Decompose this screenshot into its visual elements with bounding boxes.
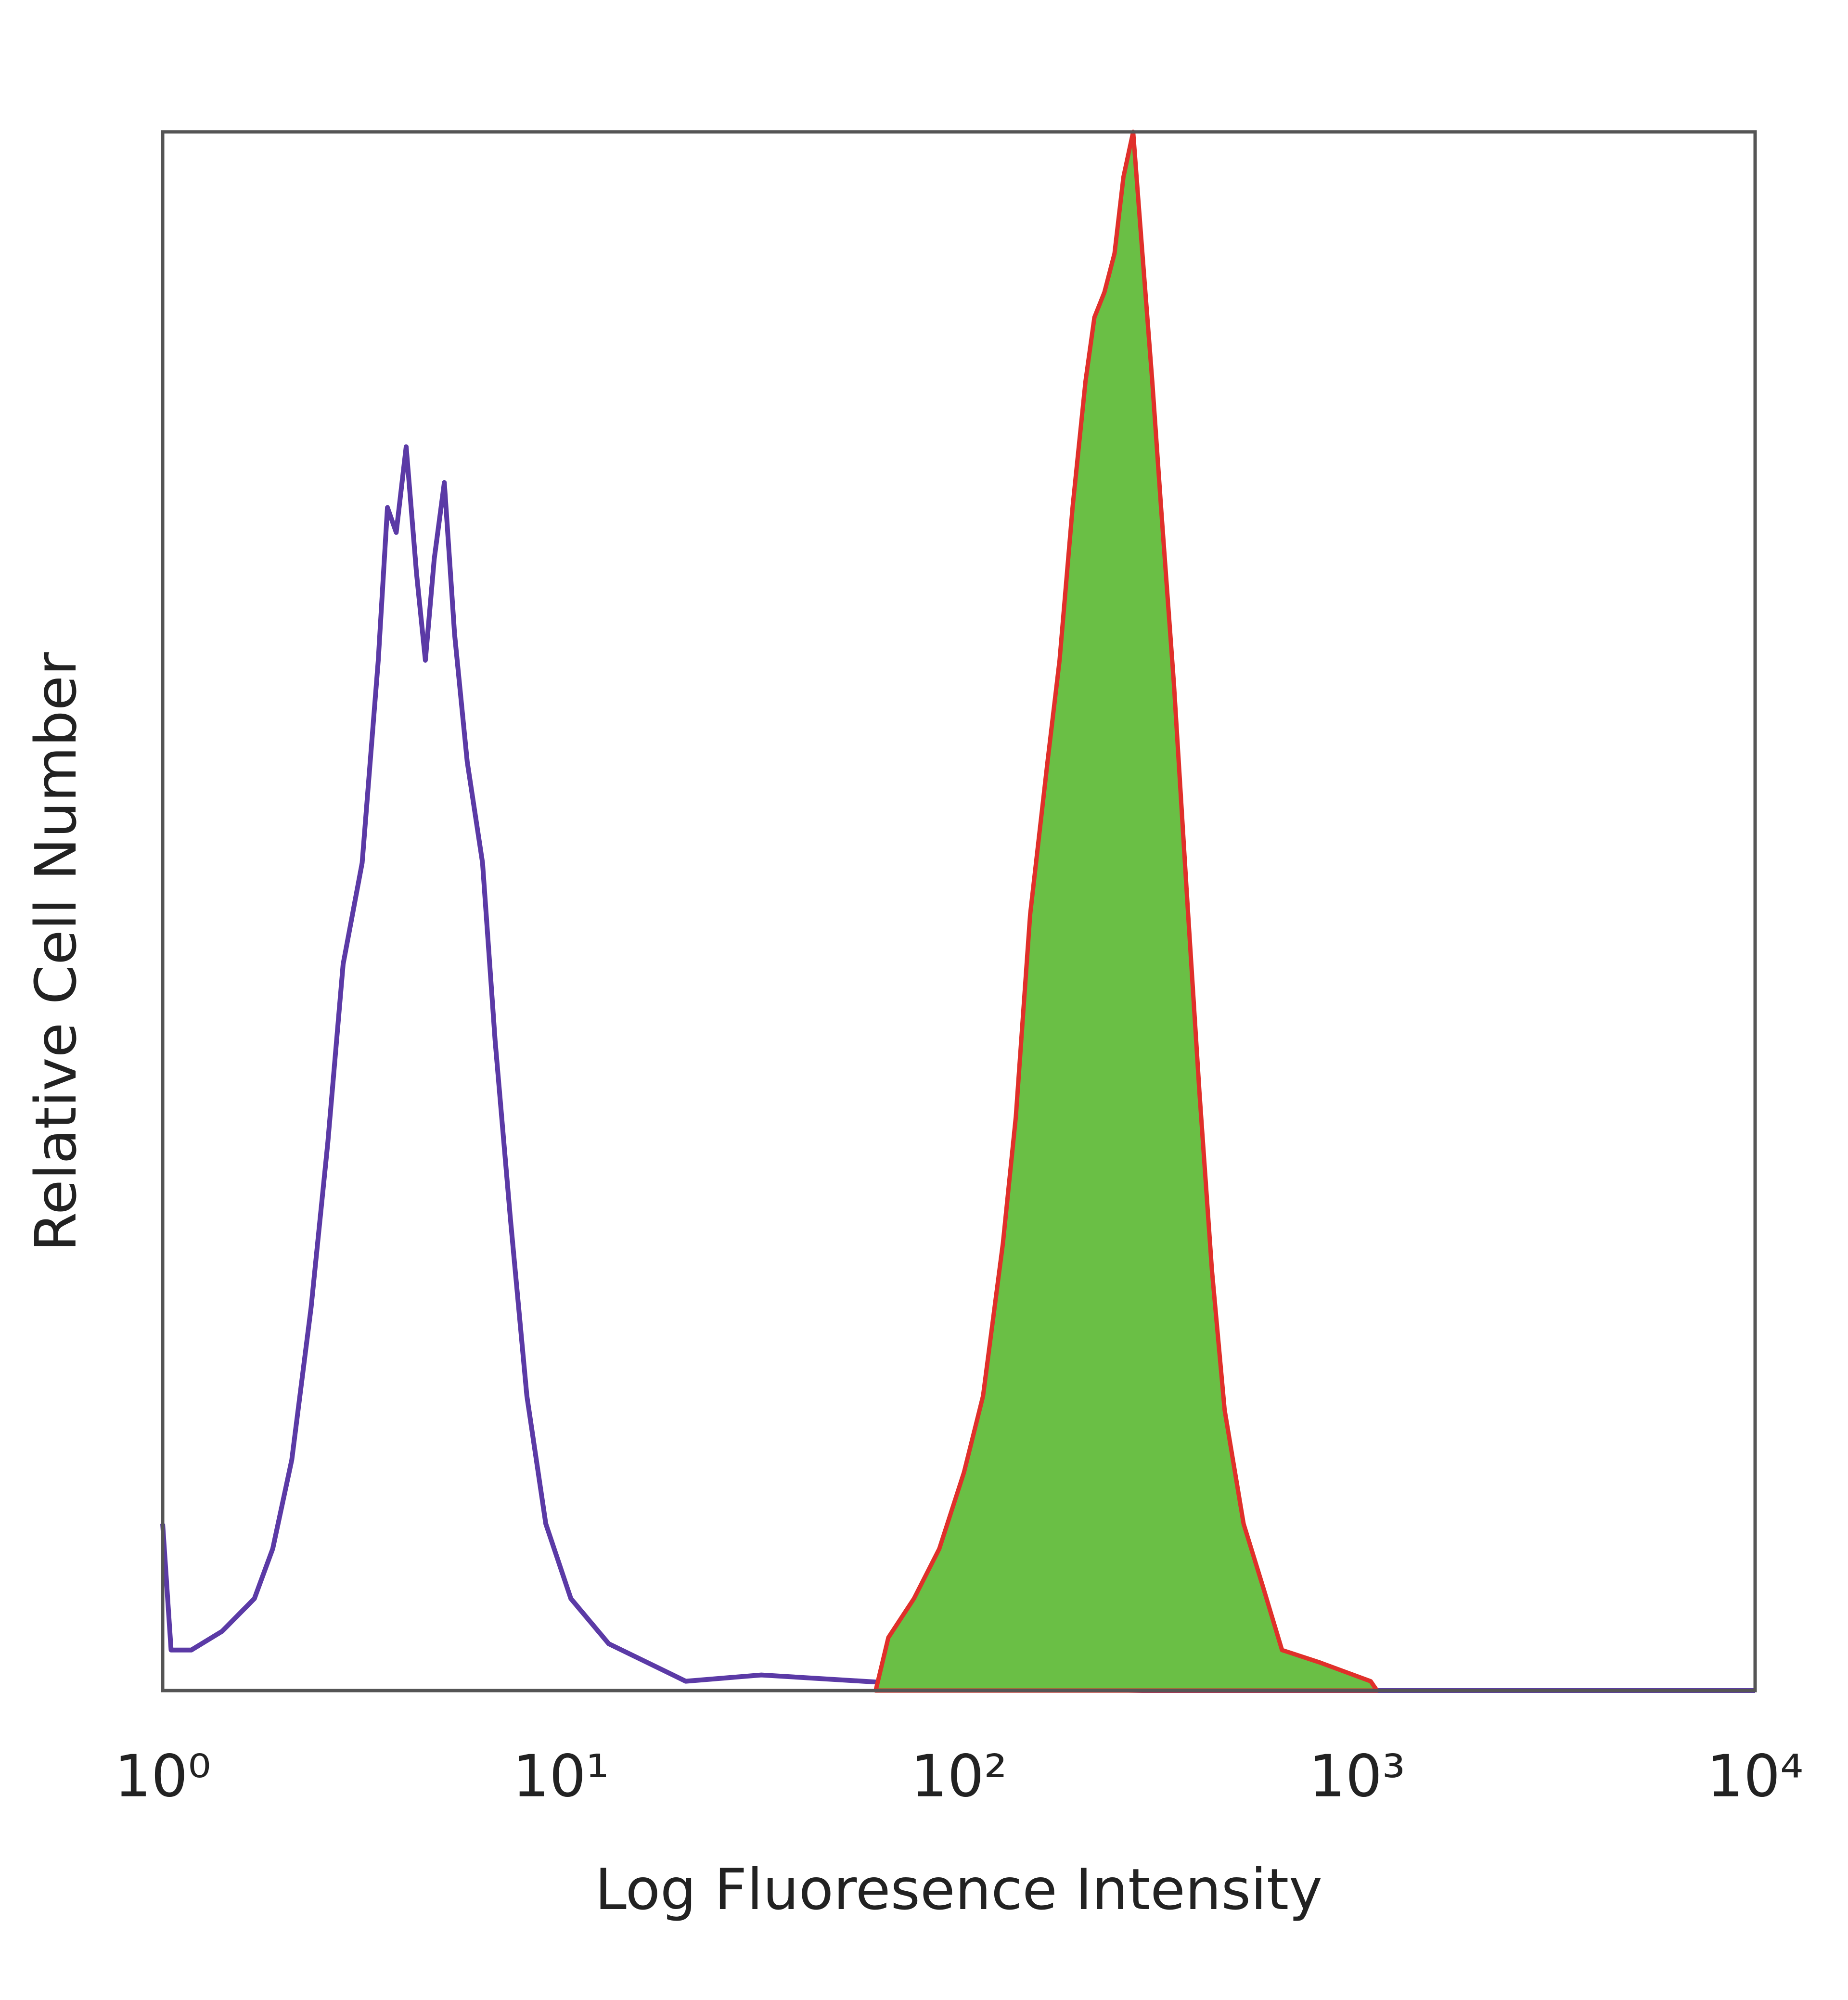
x-tick-label: 10⁴ xyxy=(1707,1744,1804,1810)
x-axis-label: Log Fluoresence Intensity xyxy=(595,1856,1322,1923)
x-tick-label: 10² xyxy=(911,1744,1007,1810)
x-tick-label: 10³ xyxy=(1309,1744,1405,1810)
x-tick-label: 10⁰ xyxy=(115,1744,211,1810)
x-tick-label: 10¹ xyxy=(513,1744,609,1810)
y-axis-label: Relative Cell Number xyxy=(23,652,89,1252)
area xyxy=(873,129,1379,1693)
line xyxy=(160,444,1755,1693)
plot-frame xyxy=(161,130,1757,1692)
